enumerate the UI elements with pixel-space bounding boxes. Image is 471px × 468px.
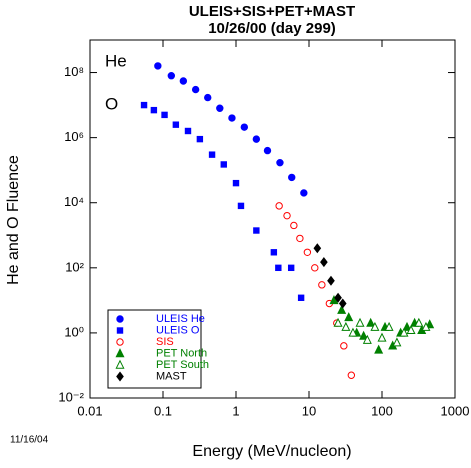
annotation: O xyxy=(105,94,118,113)
x-tick-label: 1000 xyxy=(441,403,470,418)
data-point xyxy=(333,317,343,327)
data-point xyxy=(252,135,261,143)
data-point xyxy=(167,71,176,80)
data-point xyxy=(154,62,162,70)
data-point xyxy=(348,327,358,337)
data-point xyxy=(320,257,328,268)
data-point xyxy=(232,179,240,187)
data-point xyxy=(392,337,402,347)
data-point xyxy=(275,202,283,210)
chart-title: ULEIS+SIS+PET+MAST xyxy=(189,3,355,20)
legend-box xyxy=(107,309,202,389)
data-point xyxy=(287,264,295,272)
y-tick-label: 10⁴ xyxy=(64,194,84,209)
data-point xyxy=(338,298,347,309)
x-tick-label: 1 xyxy=(232,403,239,418)
data-point xyxy=(276,158,284,167)
data-point xyxy=(237,202,245,210)
y-tick-label: 10⁶ xyxy=(64,129,84,144)
x-tick-label: 0.1 xyxy=(154,403,172,418)
plot-frame xyxy=(89,39,456,399)
legend-marker xyxy=(116,327,124,334)
data-point xyxy=(414,317,424,327)
data-point xyxy=(228,114,236,122)
data-point xyxy=(334,292,342,303)
data-point xyxy=(406,325,416,335)
data-point xyxy=(216,104,224,112)
data-point xyxy=(347,371,356,379)
data-point xyxy=(204,93,212,102)
data-point xyxy=(220,161,227,168)
x-tick-label: 100 xyxy=(371,403,393,418)
data-point xyxy=(240,123,249,131)
annotation: He xyxy=(105,51,127,70)
data-point xyxy=(253,227,260,234)
legend-label: MAST xyxy=(156,370,187,382)
data-point xyxy=(362,334,372,344)
legend-label: ULEIS He xyxy=(156,313,205,325)
y-tick-label: 10⁰ xyxy=(64,324,84,339)
x-tick-label: 10 xyxy=(302,403,316,418)
legend-label: PET North xyxy=(156,347,207,359)
y-axis-label: He and O Fluence xyxy=(5,155,22,285)
legend-marker xyxy=(116,315,124,323)
data-point xyxy=(344,312,354,322)
data-point xyxy=(150,106,158,114)
data-point xyxy=(311,264,319,272)
data-point xyxy=(179,77,188,85)
data-point xyxy=(337,304,347,314)
data-point xyxy=(303,248,312,256)
data-point xyxy=(172,121,180,128)
data-point xyxy=(327,275,335,286)
data-point xyxy=(355,317,365,327)
data-point xyxy=(184,127,192,135)
chart-subtitle: 10/26/00 (day 299) xyxy=(208,20,336,37)
legend-label: PET South xyxy=(156,359,209,371)
y-tick-label: 10² xyxy=(65,259,84,274)
data-point xyxy=(263,146,272,155)
data-point xyxy=(208,151,216,158)
data-point xyxy=(275,264,282,272)
y-tick-label: 10⁸ xyxy=(64,64,84,79)
data-point xyxy=(402,321,412,331)
legend-label: ULEIS O xyxy=(156,324,200,336)
data-point xyxy=(191,85,200,94)
date-note: 11/16/04 xyxy=(10,435,49,446)
x-tick-label: 0.01 xyxy=(77,403,102,418)
data-point xyxy=(270,249,278,256)
data-point xyxy=(318,281,326,289)
data-point xyxy=(399,327,409,337)
data-point xyxy=(370,321,380,331)
data-point xyxy=(300,189,308,197)
y-tick-label: 10⁻² xyxy=(58,389,84,404)
legend-marker xyxy=(115,359,125,369)
data-point xyxy=(290,221,298,230)
data-point xyxy=(359,330,369,340)
legend-marker xyxy=(115,348,125,358)
data-point xyxy=(297,294,305,301)
data-point xyxy=(140,101,148,109)
data-point xyxy=(196,135,204,143)
data-point xyxy=(377,332,387,342)
data-point xyxy=(374,344,384,354)
data-point xyxy=(366,317,376,327)
data-point xyxy=(421,321,431,331)
data-point xyxy=(288,173,296,182)
data-point xyxy=(161,111,168,119)
legend-marker xyxy=(116,338,124,346)
data-point xyxy=(313,243,322,254)
data-point xyxy=(283,211,291,220)
data-point xyxy=(296,234,304,243)
legend-marker xyxy=(116,371,124,382)
data-point xyxy=(340,342,348,350)
data-point xyxy=(384,321,394,331)
data-point xyxy=(341,321,351,331)
x-axis-label: Energy (MeV/nucleon) xyxy=(192,443,351,460)
legend-label: SIS xyxy=(156,336,174,348)
